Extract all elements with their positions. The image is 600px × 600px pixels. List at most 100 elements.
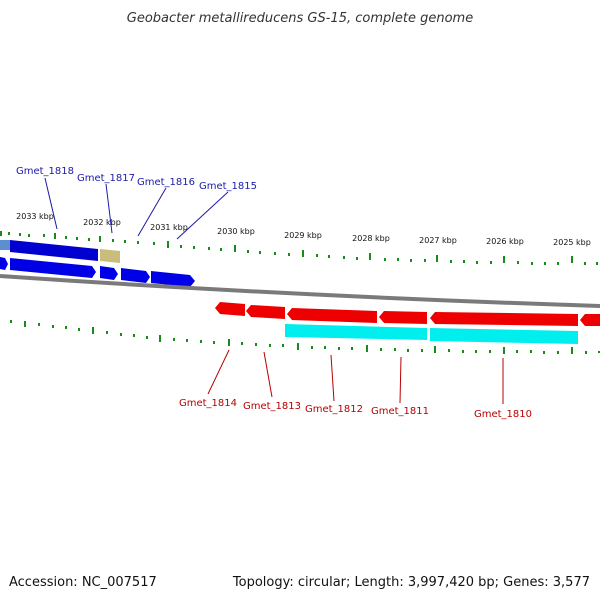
tick-minor: [338, 347, 340, 350]
tick-label: 2025 kbp: [553, 238, 591, 247]
tick-minor: [8, 232, 10, 235]
tick-minor: [193, 246, 195, 249]
tick-minor: [213, 341, 215, 344]
tick-major: [167, 241, 169, 248]
tick-label: 2028 kbp: [352, 234, 390, 243]
tick-minor: [106, 331, 108, 334]
tick-minor: [153, 242, 155, 245]
tick-major: [436, 255, 438, 262]
tick-minor: [450, 260, 452, 263]
tick-minor: [356, 257, 358, 260]
cds-arrow: [0, 257, 8, 270]
gene-block-gmet-1810: [430, 328, 578, 344]
tick-minor: [124, 240, 126, 243]
tick-minor: [557, 262, 559, 265]
tick-minor: [65, 326, 67, 329]
tick-minor: [351, 347, 353, 350]
tick-minor: [424, 259, 426, 262]
tick-minor: [186, 339, 188, 342]
gene-label-gmet-1816: Gmet_1816: [137, 177, 195, 188]
tick-minor: [137, 241, 139, 244]
tick-minor: [220, 248, 222, 251]
tick-minor: [463, 260, 465, 263]
tick-minor: [557, 351, 559, 354]
tick-minor: [328, 255, 330, 258]
tick-major: [366, 345, 368, 352]
cds-arrow-gmet-1811: [379, 311, 427, 324]
tick-label: 2033 kbp: [16, 212, 54, 221]
tick-minor: [384, 258, 386, 261]
tick-minor: [52, 325, 54, 328]
tick-minor: [43, 234, 45, 237]
tick-label: 2031 kbp: [150, 223, 188, 232]
tick-minor: [247, 250, 249, 253]
tick-label: 2032 kbp: [83, 218, 121, 227]
gene-label-gmet-1818: Gmet_1818: [16, 166, 74, 177]
tick-minor: [120, 333, 122, 336]
tick-minor: [180, 245, 182, 248]
tick-minor: [421, 349, 423, 352]
genome-summary-text: Topology: circular; Length: 3,997,420 bp…: [232, 575, 590, 590]
leader-line: [207, 349, 230, 395]
gene-label-gmet-1813: Gmet_1813: [243, 401, 301, 412]
leader-line: [44, 177, 58, 230]
tick-major: [92, 327, 94, 334]
cds-arrow-gmet-1818: [10, 258, 96, 278]
gene-block-gmet-1818: [10, 240, 98, 261]
tick-minor: [516, 350, 518, 353]
leader-line: [105, 183, 113, 234]
tick-label: 2026 kbp: [486, 237, 524, 246]
cds-arrow-gmet-1816: [121, 268, 150, 283]
tick-major: [99, 236, 101, 242]
gene-block: [0, 240, 10, 250]
tick-major: [571, 347, 573, 354]
tick-minor: [407, 349, 409, 352]
tick-major: [369, 253, 371, 260]
tick-major: [297, 343, 299, 350]
cds-arrow-gmet-1814: [215, 302, 245, 316]
reverse-gene-track: [285, 324, 578, 344]
gene-label-gmet-1811: Gmet_1811: [371, 406, 429, 417]
reverse-gene-labels: Gmet_1814 Gmet_1813 Gmet_1812 Gmet_1811 …: [179, 349, 532, 420]
tick-minor: [585, 351, 587, 354]
tick-minor: [255, 343, 257, 346]
forward-cds-track: [0, 257, 195, 287]
scale-track-inner: [10, 320, 600, 354]
tick-label: 2027 kbp: [419, 236, 457, 245]
tick-minor: [38, 323, 40, 326]
leader-line: [399, 356, 402, 404]
tick-major: [234, 245, 236, 252]
tick-minor: [584, 262, 586, 265]
tick-minor: [343, 256, 345, 259]
tick-minor: [274, 252, 276, 255]
tick-minor: [65, 236, 67, 239]
tick-major: [503, 256, 505, 263]
tick-minor: [88, 238, 90, 241]
cds-arrow-gmet-1810: [430, 312, 578, 326]
tick-major: [503, 347, 505, 354]
tick-minor: [489, 350, 491, 353]
leader-line: [176, 191, 229, 240]
tick-minor: [517, 261, 519, 264]
tick-minor: [112, 239, 114, 242]
tick-minor: [380, 348, 382, 351]
tick-major: [24, 321, 26, 327]
scale-track-outer: [0, 231, 598, 265]
tick-minor: [28, 234, 30, 237]
tick-minor: [288, 253, 290, 256]
scale-labels: 2033 kbp 2032 kbp 2031 kbp 2030 kbp 2029…: [16, 212, 591, 247]
tick-minor: [475, 350, 477, 353]
tick-minor: [531, 262, 533, 265]
tick-minor: [476, 261, 478, 264]
tick-minor: [10, 320, 12, 323]
cds-arrow-gmet-1815: [151, 271, 195, 287]
tick-minor: [448, 349, 450, 352]
tick-minor: [394, 348, 396, 351]
tick-minor: [316, 254, 318, 257]
tick-major: [434, 346, 436, 353]
tick-minor: [490, 261, 492, 264]
tick-minor: [311, 346, 313, 349]
accession-text: Accession: NC_007517: [9, 575, 157, 590]
forward-gene-track: [0, 240, 120, 263]
